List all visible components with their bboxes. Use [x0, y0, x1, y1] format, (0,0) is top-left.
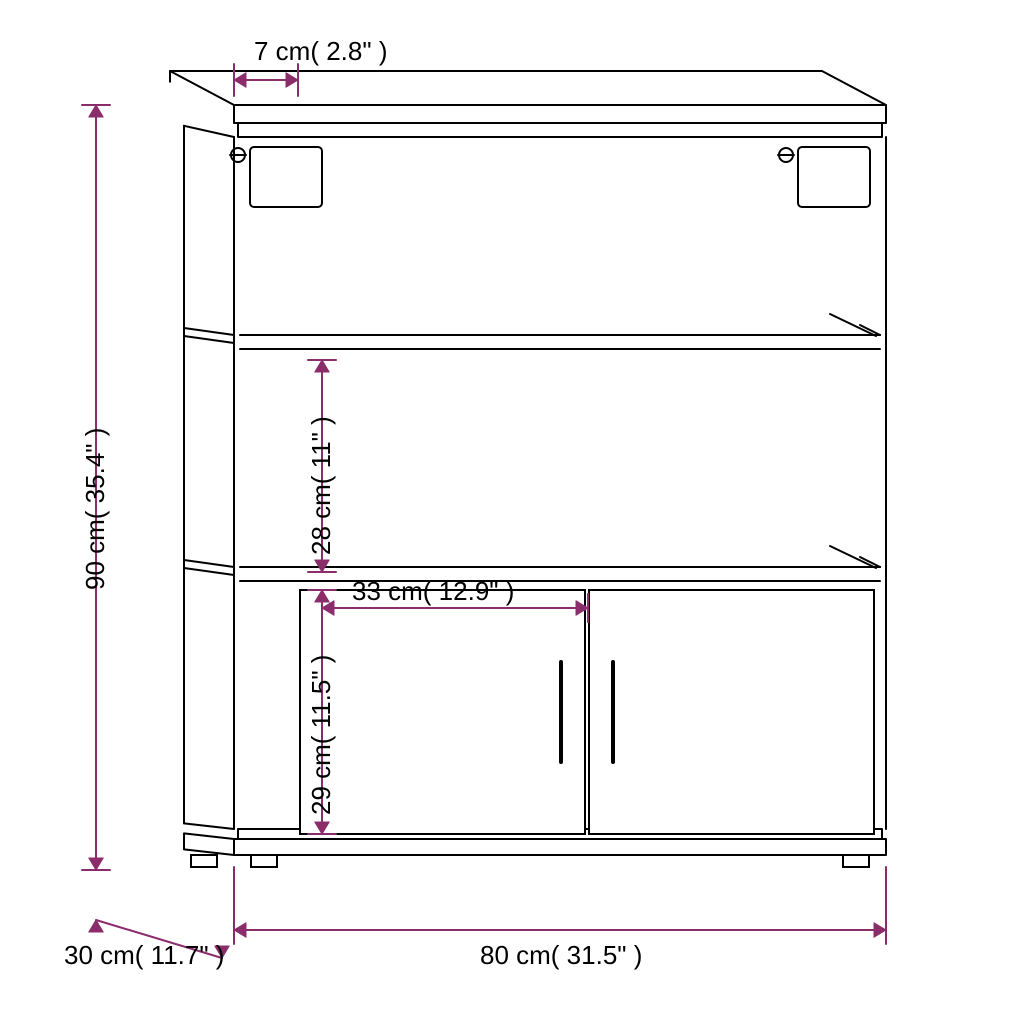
label-door-height: 29 cm( 11.5" ): [306, 655, 337, 815]
label-height: 90 cm( 35.4" ): [80, 428, 111, 590]
label-door-width: 33 cm( 12.9" ): [352, 576, 514, 607]
label-depth: 30 cm( 11.7" ): [64, 940, 224, 971]
label-top-offset: 7 cm( 2.8" ): [254, 36, 387, 67]
diagram-canvas: 7 cm( 2.8" ) 33 cm( 12.9" ) 80 cm( 31.5"…: [0, 0, 1024, 1024]
drawing-svg: [0, 0, 1024, 1024]
label-width: 80 cm( 31.5" ): [480, 940, 642, 971]
label-shelf-opening: 28 cm( 11" ): [306, 416, 337, 555]
